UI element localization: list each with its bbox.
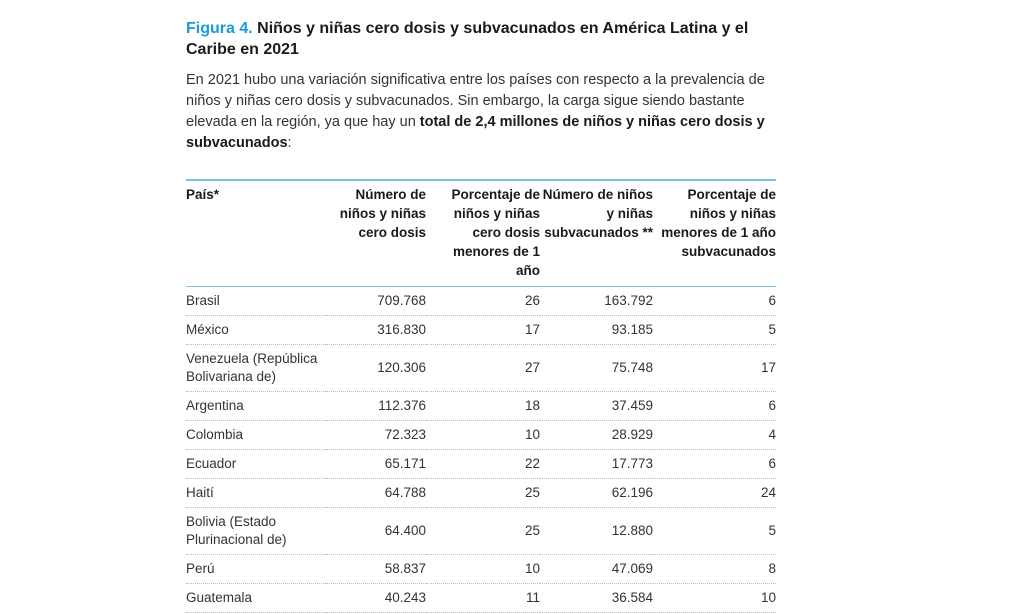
cell-undervaccinated: 75.748: [540, 344, 653, 392]
cell-undervaccinated-pct: 5: [653, 315, 776, 345]
cell-undervaccinated-pct: 4: [653, 420, 776, 450]
data-table: País* Número de niños y niñas cero dosis…: [186, 179, 776, 613]
cell-undervaccinated-pct: 6: [653, 286, 776, 316]
cell-zero-dose: 64.400: [326, 507, 426, 555]
header-undervaccinated-pct: Porcentaje de niños y niñas menores de 1…: [653, 179, 776, 287]
cell-undervaccinated-pct: 5: [653, 507, 776, 555]
header-country: País*: [186, 179, 326, 287]
figure-title-text: Niños y niñas cero dosis y subvacunados …: [186, 20, 749, 58]
cell-undervaccinated-pct: 17: [653, 344, 776, 392]
cell-zero-dose: 58.837: [326, 554, 426, 584]
cell-zero-dose: 120.306: [326, 344, 426, 392]
cell-country: Argentina: [186, 391, 326, 421]
cell-country: México: [186, 315, 326, 345]
cell-country: Guatemala: [186, 583, 326, 613]
cell-zero-dose-pct: 22: [426, 449, 540, 479]
header-undervaccinated: Número de niños y niñas subvacunados **: [540, 179, 653, 287]
cell-undervaccinated: 12.880: [540, 507, 653, 555]
cell-zero-dose: 65.171: [326, 449, 426, 479]
table-row: Argentina 112.376 18 37.459 6: [186, 391, 776, 421]
cell-undervaccinated: 163.792: [540, 286, 653, 316]
header-zero-dose: Número de niños y niñas cero dosis: [326, 179, 426, 287]
cell-undervaccinated-pct: 10: [653, 583, 776, 613]
table-header-row: País* Número de niños y niñas cero dosis…: [186, 179, 776, 287]
cell-zero-dose-pct: 18: [426, 391, 540, 421]
table-row: Brasil 709.768 26 163.792 6: [186, 286, 776, 316]
table-row: Haití 64.788 25 62.196 24: [186, 478, 776, 508]
cell-country: Ecuador: [186, 449, 326, 479]
cell-undervaccinated-pct: 6: [653, 391, 776, 421]
cell-zero-dose: 316.830: [326, 315, 426, 345]
cell-country: Haití: [186, 478, 326, 508]
cell-undervaccinated: 17.773: [540, 449, 653, 479]
cell-zero-dose-pct: 26: [426, 286, 540, 316]
cell-country: Venezuela (República Bolivariana de): [186, 344, 326, 392]
cell-undervaccinated: 28.929: [540, 420, 653, 450]
cell-zero-dose-pct: 25: [426, 478, 540, 508]
cell-country: Brasil: [186, 286, 326, 316]
cell-country: Perú: [186, 554, 326, 584]
header-zero-dose-pct: Porcentaje de niños y niñas cero dosis m…: [426, 179, 540, 287]
cell-undervaccinated: 36.584: [540, 583, 653, 613]
cell-zero-dose-pct: 27: [426, 344, 540, 392]
table-row: Perú 58.837 10 47.069 8: [186, 554, 776, 584]
cell-zero-dose: 112.376: [326, 391, 426, 421]
cell-zero-dose: 64.788: [326, 478, 426, 508]
table-row: Guatemala 40.243 11 36.584 10: [186, 583, 776, 613]
table-row: Bolivia (Estado Plurinacional de) 64.400…: [186, 507, 776, 555]
cell-undervaccinated: 93.185: [540, 315, 653, 345]
cell-zero-dose-pct: 25: [426, 507, 540, 555]
table-row: Colombia 72.323 10 28.929 4: [186, 420, 776, 450]
cell-zero-dose-pct: 10: [426, 420, 540, 450]
cell-zero-dose-pct: 17: [426, 315, 540, 345]
cell-country: Bolivia (Estado Plurinacional de): [186, 507, 326, 555]
cell-undervaccinated: 47.069: [540, 554, 653, 584]
cell-zero-dose-pct: 11: [426, 583, 540, 613]
figure-label: Figura 4.: [186, 20, 253, 37]
cell-undervaccinated-pct: 8: [653, 554, 776, 584]
intro-paragraph: En 2021 hubo una variación significativa…: [186, 70, 786, 154]
intro-text-end: :: [287, 135, 292, 151]
cell-zero-dose-pct: 10: [426, 554, 540, 584]
table-row: Venezuela (República Bolivariana de) 120…: [186, 344, 776, 392]
cell-zero-dose: 709.768: [326, 286, 426, 316]
intro-bold-text: total de 2,4 millones de niños y niñas c…: [186, 114, 765, 151]
table-row: Ecuador 65.171 22 17.773 6: [186, 449, 776, 479]
cell-undervaccinated: 37.459: [540, 391, 653, 421]
cell-zero-dose: 40.243: [326, 583, 426, 613]
cell-undervaccinated-pct: 6: [653, 449, 776, 479]
cell-zero-dose: 72.323: [326, 420, 426, 450]
intro-text: En 2021 hubo una variación significativa…: [186, 72, 765, 130]
cell-undervaccinated-pct: 24: [653, 478, 776, 508]
figure-title: Figura 4. Niños y niñas cero dosis y sub…: [186, 18, 786, 60]
table-row: México 316.830 17 93.185 5: [186, 315, 776, 345]
cell-undervaccinated: 62.196: [540, 478, 653, 508]
cell-country: Colombia: [186, 420, 326, 450]
